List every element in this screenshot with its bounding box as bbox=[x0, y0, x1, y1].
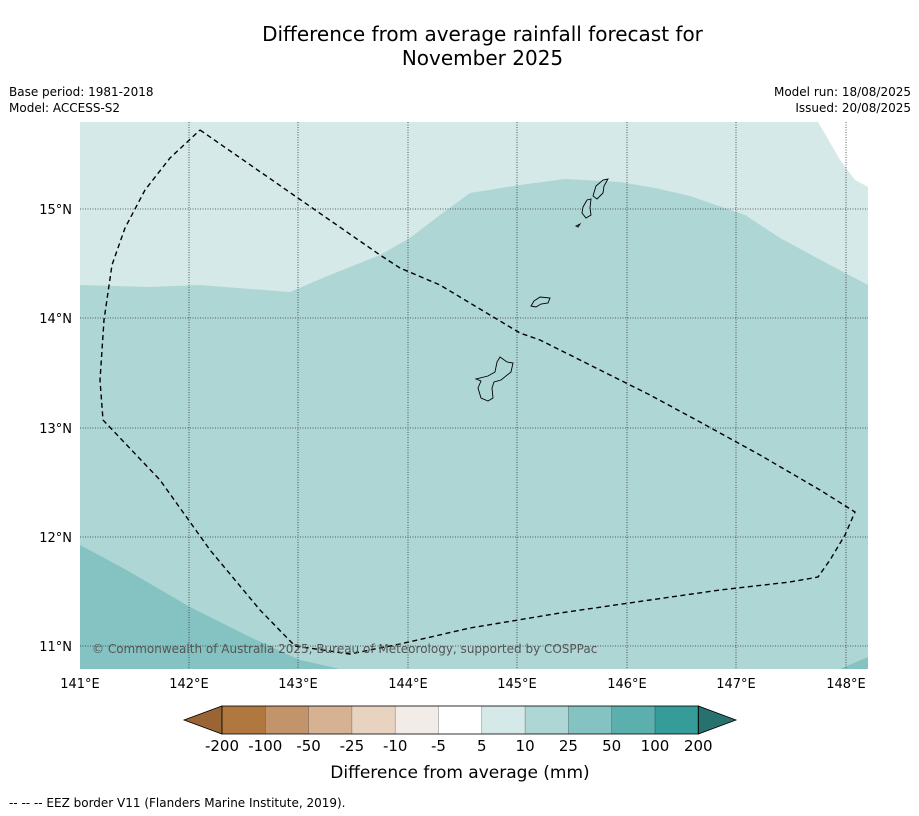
region-25-to-50 bbox=[80, 545, 340, 669]
saipan-island bbox=[592, 178, 609, 200]
lat-label-13: 13°N bbox=[39, 422, 72, 437]
guam-island bbox=[474, 356, 514, 402]
colorbar-tick-label: -50 bbox=[296, 737, 321, 755]
meta-left: Base period: 1981-2018 Model: ACCESS-S2 bbox=[9, 84, 154, 116]
tinian-island bbox=[581, 198, 592, 219]
lon-label-146: 146°E bbox=[607, 677, 647, 692]
lat-label-14: 14°N bbox=[39, 312, 72, 327]
islands bbox=[474, 178, 609, 402]
eez-footnote: -- -- -- EEZ border V11 (Flanders Marine… bbox=[9, 796, 346, 810]
lon-label-145: 145°E bbox=[497, 677, 537, 692]
colorbar-tick-label: 50 bbox=[602, 737, 621, 755]
colorbar-tick-label: 5 bbox=[477, 737, 487, 755]
lon-label-141: 141°E bbox=[60, 677, 100, 692]
region-25-to-50-se bbox=[840, 657, 868, 669]
colorbar-tick-label: 100 bbox=[641, 737, 670, 755]
colorbar-tick-label: 25 bbox=[559, 737, 578, 755]
colorbar: -200 -100 -50 -25 -10 -5 5 10 25 50 100 200 bbox=[182, 705, 738, 755]
colorbar-box bbox=[222, 706, 266, 734]
lat-label-11: 11°N bbox=[39, 640, 72, 655]
colorbar-tick-label: -5 bbox=[431, 737, 446, 755]
lon-label-148: 148°E bbox=[826, 677, 866, 692]
lat-label-15: 15°N bbox=[39, 203, 72, 218]
meta-right: Model run: 18/08/2025 Issued: 20/08/2025 bbox=[774, 84, 911, 116]
colorbar-tick-label: -200 bbox=[205, 737, 239, 755]
lat-labels: 15°N 14°N 13°N 12°N 11°N bbox=[39, 203, 72, 655]
lon-label-143: 143°E bbox=[278, 677, 318, 692]
colorbar-box bbox=[351, 706, 396, 734]
lon-label-144: 144°E bbox=[388, 677, 428, 692]
colorbar-box bbox=[438, 706, 482, 734]
colorbar-box bbox=[481, 706, 526, 734]
colorbar-tick-label: -100 bbox=[248, 737, 282, 755]
colorbar-tick-label: 200 bbox=[684, 737, 713, 755]
aguijan-island bbox=[574, 222, 582, 228]
colorbar-tick-label: 10 bbox=[516, 737, 535, 755]
model-run-text: Model run: 18/08/2025 bbox=[773, 85, 911, 99]
colorbar-box bbox=[525, 706, 569, 734]
colorbar-tick-label: -25 bbox=[340, 737, 365, 755]
model-text: Model: ACCESS-S2 bbox=[9, 101, 121, 115]
lon-label-147: 147°E bbox=[716, 677, 756, 692]
base-period-text: Base period: 1981-2018 bbox=[9, 85, 154, 99]
colorbar-outline bbox=[221, 705, 699, 735]
rota-island bbox=[530, 296, 551, 308]
lat-label-12: 12°N bbox=[39, 531, 72, 546]
colorbar-label: Difference from average (mm) bbox=[330, 763, 589, 783]
colorbar-extend-high bbox=[697, 705, 738, 735]
copyright-text: © Commonwealth of Australia 2025, Bureau… bbox=[92, 642, 597, 656]
map-title-line-1: Difference from average rainfall forecas… bbox=[262, 22, 703, 46]
colorbar-box bbox=[611, 706, 655, 734]
lon-label-142: 142°E bbox=[169, 677, 209, 692]
colorbar-box bbox=[265, 706, 309, 734]
colorbar-box bbox=[655, 706, 699, 734]
map-area: © Commonwealth of Australia 2025, Bureau… bbox=[80, 122, 868, 669]
eez-border bbox=[99, 129, 856, 655]
graticule bbox=[80, 122, 868, 669]
region-5-to-10 bbox=[80, 122, 868, 292]
map-title: Difference from average rainfall forecas… bbox=[0, 22, 919, 70]
region-minus5-to-5 bbox=[818, 122, 868, 187]
lon-labels: 141°E 142°E 143°E 144°E 145°E 146°E 147°… bbox=[60, 677, 866, 692]
colorbar-box bbox=[395, 706, 439, 734]
issued-text: Issued: 20/08/2025 bbox=[795, 101, 911, 115]
colorbar-extend-low bbox=[182, 705, 223, 735]
colorbar-box bbox=[568, 706, 612, 734]
colorbar-box bbox=[308, 706, 352, 734]
map-title-line-2: November 2025 bbox=[401, 46, 564, 70]
colorbar-tick-label: -10 bbox=[383, 737, 408, 755]
